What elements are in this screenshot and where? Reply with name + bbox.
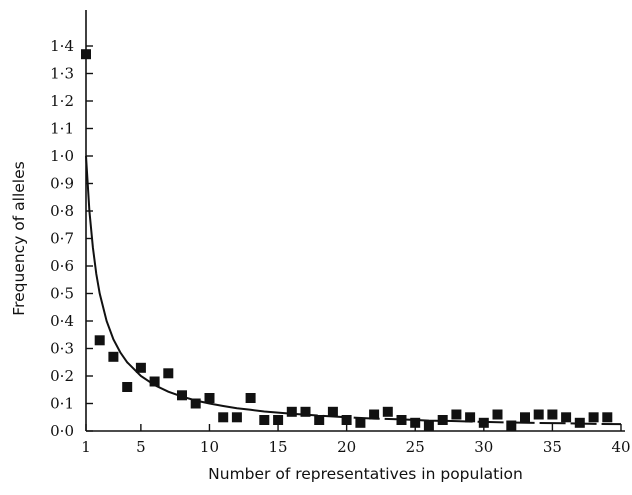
y-tick-label: 1·0 — [50, 147, 74, 165]
y-tick-label: 0·9 — [50, 175, 74, 193]
y-tick-label: 0·0 — [50, 422, 74, 440]
y-axis-title: Frequency of alleles — [10, 161, 28, 315]
x-tick-label: 30 — [474, 438, 493, 456]
data-point — [149, 376, 160, 387]
x-axis-title: Number of representatives in population — [208, 465, 523, 483]
data-point — [108, 351, 119, 362]
data-point — [465, 412, 476, 423]
x-tick-label: 10 — [200, 438, 219, 456]
data-point — [314, 415, 325, 425]
y-tick-label: 0·6 — [50, 257, 74, 275]
data-point — [135, 362, 146, 373]
y-tick-label: 0·5 — [50, 285, 74, 303]
y-tick-label: 1·3 — [50, 65, 74, 83]
data-point — [574, 417, 585, 428]
y-tick-label: 1·4 — [50, 37, 74, 55]
y-tick-label: 0·1 — [50, 395, 74, 413]
data-points-group — [81, 49, 613, 431]
y-tick-label: 0·4 — [50, 312, 74, 330]
y-tick-label: 1·1 — [50, 120, 74, 138]
data-point — [355, 417, 366, 428]
fitted-curve-solid — [85, 155, 292, 415]
x-tick-label: 35 — [543, 438, 562, 456]
y-tick-label: 0·2 — [50, 367, 74, 385]
axes — [85, 10, 625, 432]
data-point — [520, 412, 530, 423]
data-point — [602, 412, 613, 423]
data-point — [81, 49, 91, 60]
x-tick-label: 25 — [406, 438, 425, 456]
x-tick-label: 40 — [611, 438, 630, 456]
data-point — [300, 406, 311, 417]
data-point — [286, 406, 297, 417]
data-point — [122, 382, 133, 392]
data-point — [437, 415, 448, 425]
data-point — [94, 335, 105, 346]
y-tick-label: 0·3 — [50, 340, 74, 358]
data-point — [547, 409, 558, 420]
x-tick-label: 20 — [337, 438, 356, 456]
x-tick-label: 1 — [81, 438, 91, 456]
data-point — [382, 406, 393, 417]
data-point — [561, 412, 572, 423]
data-point — [231, 412, 242, 423]
x-tick-label: 5 — [136, 438, 146, 456]
data-point — [204, 393, 215, 403]
data-point — [273, 415, 284, 425]
data-point — [327, 406, 338, 417]
data-point — [369, 409, 380, 420]
x-tick-label: 15 — [269, 438, 288, 456]
data-point — [478, 417, 489, 428]
y-tick-label: 1·2 — [50, 92, 74, 110]
data-point — [410, 417, 421, 428]
data-point — [218, 412, 229, 423]
data-point — [492, 409, 503, 420]
data-point — [163, 368, 174, 379]
x-axis-ticks: 1 5 10 15 20 25 30 35 40 — [81, 424, 631, 456]
y-tick-label: 0·8 — [50, 202, 74, 220]
data-point — [177, 390, 187, 401]
data-point — [451, 409, 462, 420]
data-point — [588, 412, 599, 423]
data-point — [506, 420, 517, 431]
data-point — [533, 409, 544, 420]
data-point — [190, 398, 201, 409]
data-point — [423, 420, 434, 431]
y-tick-label: 0·7 — [50, 230, 74, 248]
data-point — [341, 415, 352, 425]
data-point — [259, 415, 270, 425]
data-point — [245, 393, 256, 403]
data-point — [396, 415, 407, 425]
fitted-curve-group — [85, 155, 622, 426]
y-axis-ticks: 0·0 0·1 0·2 0·3 0·4 0·5 0·6 0·7 0·8 0·9 1·0 1·1 1·2 1… — [50, 37, 93, 440]
